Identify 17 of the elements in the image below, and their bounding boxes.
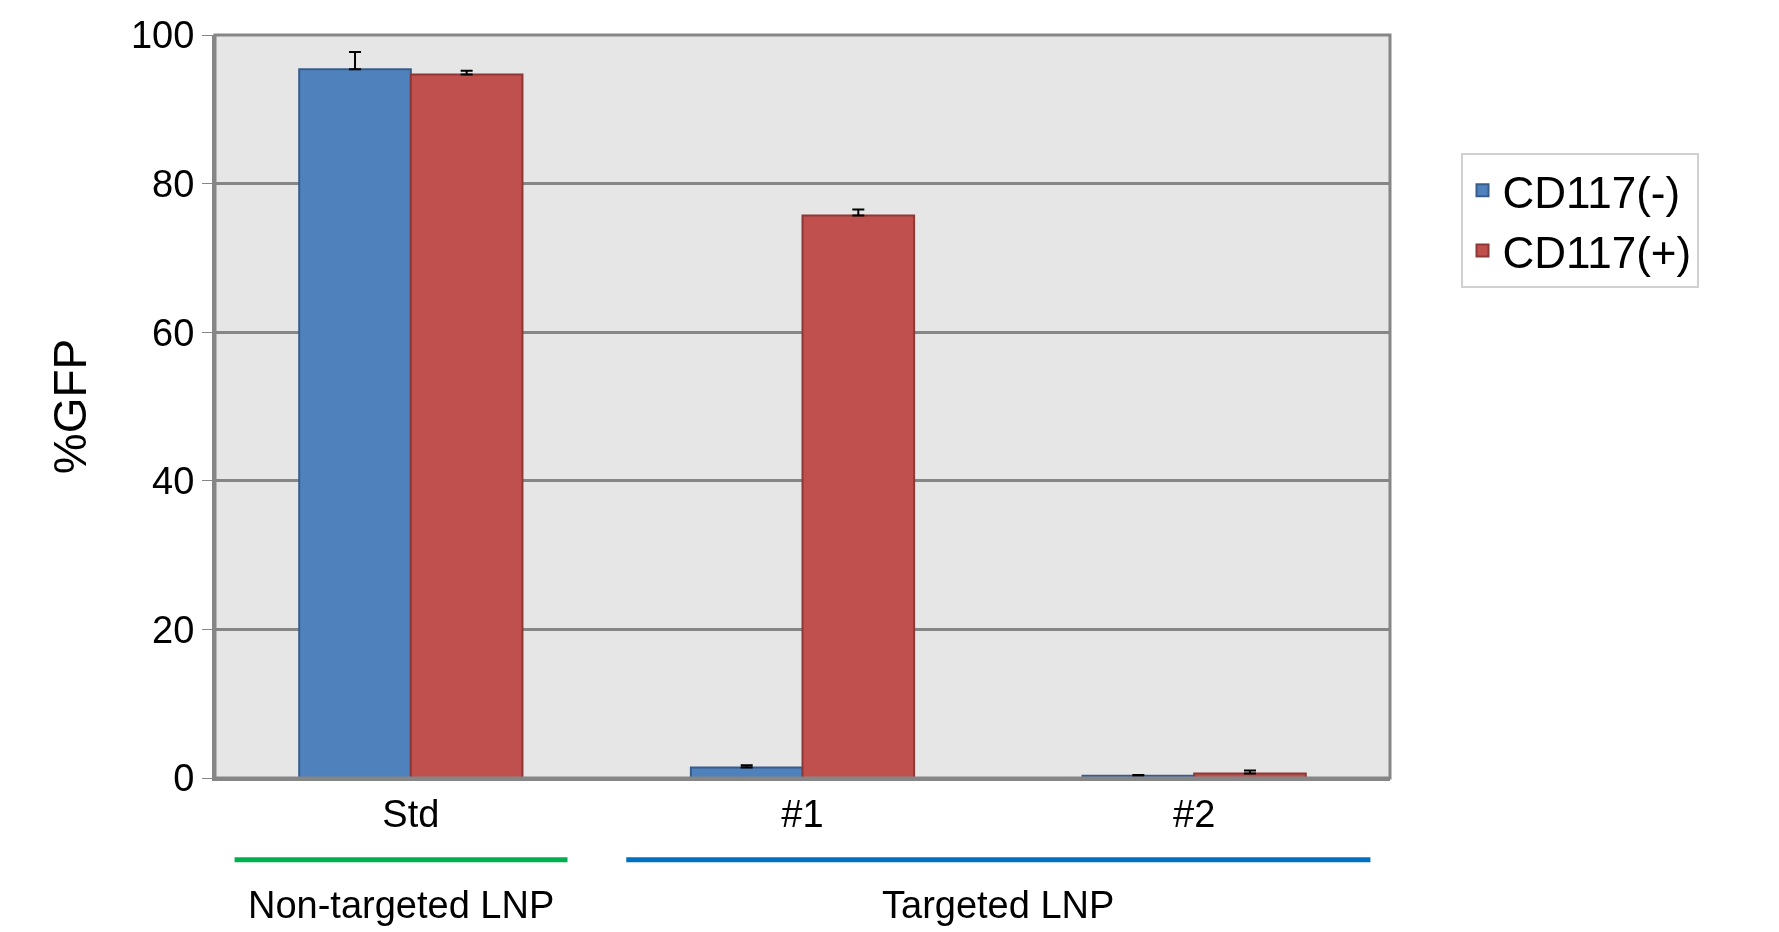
bar	[801, 214, 916, 778]
legend-label: CD117(+)	[1502, 227, 1692, 277]
y-tick-label: 40	[152, 460, 195, 503]
x-tick-label: #1	[781, 792, 824, 835]
legend-label: CD117(-)	[1502, 167, 1681, 217]
y-tick-label: 0	[173, 757, 195, 800]
x-tick-label: #2	[1173, 792, 1216, 835]
text: Targeted LNP	[882, 884, 1115, 926]
text: Non-targeted LNP	[248, 884, 555, 926]
bar	[409, 73, 524, 778]
bar	[298, 68, 412, 778]
y-tick-label: 80	[152, 162, 195, 205]
y-tick-label: 60	[152, 311, 195, 354]
x-tick-label: Std	[382, 792, 440, 835]
y-tick-label: 100	[130, 14, 195, 57]
y-axis-title: %GFP	[44, 338, 97, 475]
y-tick-label: 20	[152, 608, 195, 651]
